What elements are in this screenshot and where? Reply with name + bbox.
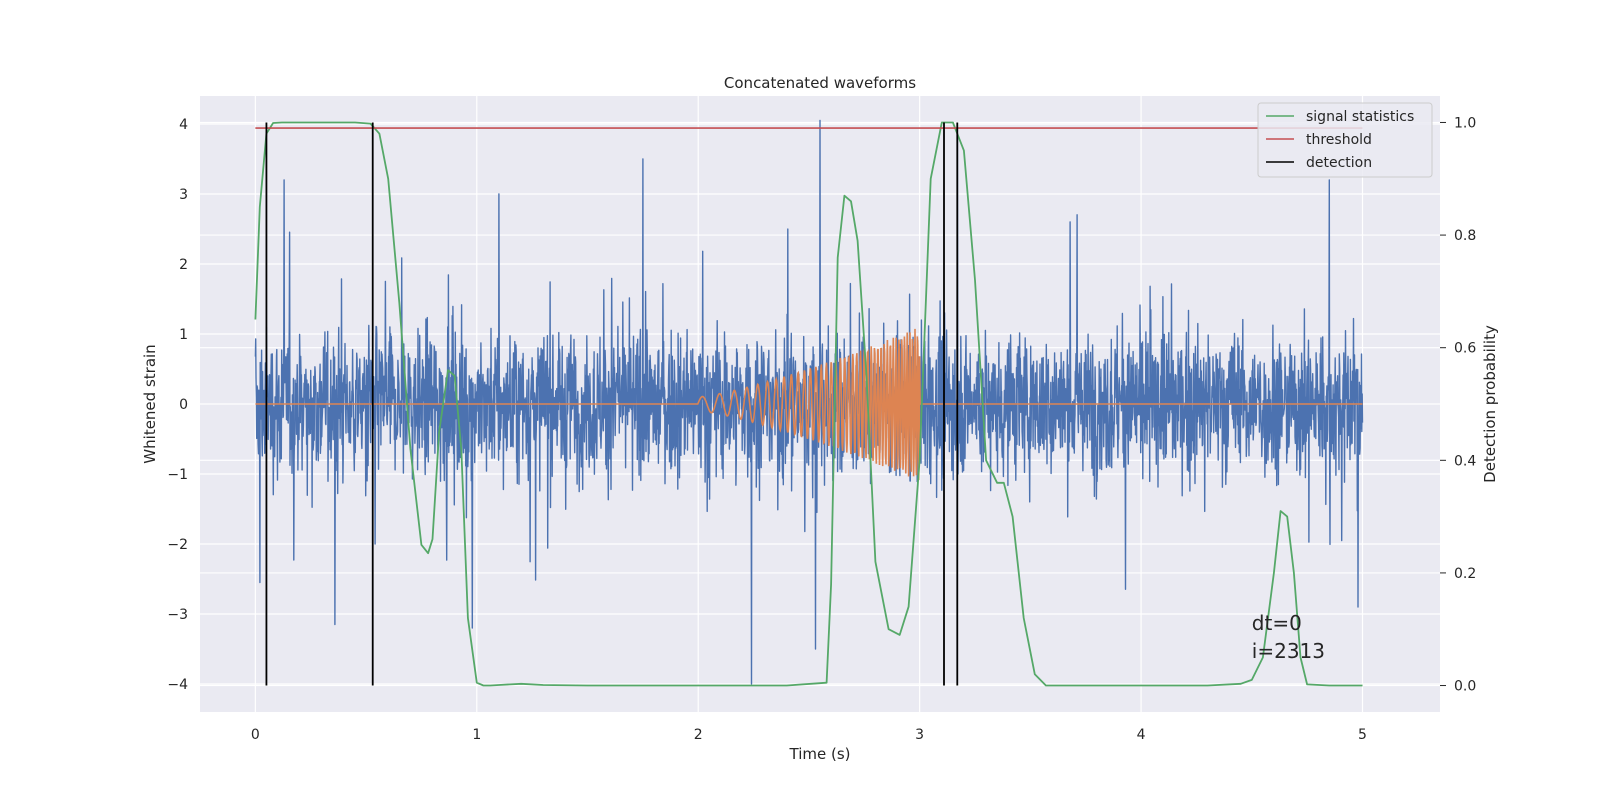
y2-tick-label: 0.8 [1454, 228, 1476, 244]
series-line-strain [254, 119, 1364, 685]
legend-box [1257, 102, 1433, 178]
y-tick-label: 1 [179, 327, 188, 343]
x-tick-label: 0 [251, 727, 260, 743]
annotation: dt=0 i=2313 [1252, 611, 1325, 663]
y-tick-label: 0 [179, 397, 188, 413]
x-tick-label: 2 [694, 727, 703, 743]
x-tick-label: 3 [915, 727, 924, 743]
y-tick-label: −4 [167, 677, 188, 693]
y-tick-label: 4 [179, 117, 188, 133]
y-tick-label: 3 [179, 187, 188, 203]
y2-tick-label: 0.6 [1454, 341, 1476, 357]
y-tick-label: 2 [179, 257, 188, 273]
legend-label-signal-statistics: signal statistics [1306, 109, 1414, 125]
x-axis-label: Time (s) [789, 745, 851, 763]
annotation-dt: dt=0 [1252, 611, 1302, 635]
x-tick-label: 4 [1137, 727, 1146, 743]
legend-label-threshold: threshold [1306, 132, 1372, 148]
x-tick-label: 1 [472, 727, 481, 743]
y2-tick-label: 0.2 [1454, 566, 1476, 582]
annotation-index: i=2313 [1252, 639, 1325, 663]
chart-title: Concatenated waveforms [724, 74, 916, 92]
x-tick-label: 5 [1358, 727, 1367, 743]
y2-axis-label: Detection probability [1481, 325, 1499, 483]
legend: signal statistics threshold detection [1257, 102, 1433, 178]
y-tick-label: −3 [167, 607, 188, 623]
ticks: 0 1 2 3 4 5 −4 −3 −2 −1 0 1 2 3 4 0.0 0.2 0.4 0.6 0.8 1.0 [167, 115, 1476, 743]
series-line-signal-statistics [254, 121, 1363, 687]
legend-label-detection: detection [1306, 155, 1372, 171]
y-axis-label: Whitened strain [141, 344, 159, 463]
y2-tick-label: 0.4 [1454, 453, 1476, 469]
series-line-injection [255, 328, 1363, 481]
y2-tick-label: 1.0 [1454, 115, 1476, 131]
y-tick-label: −2 [167, 537, 188, 553]
series-layer [254, 119, 1364, 687]
y2-tick-label: 0.0 [1454, 679, 1476, 695]
y-tick-label: −1 [167, 467, 188, 483]
